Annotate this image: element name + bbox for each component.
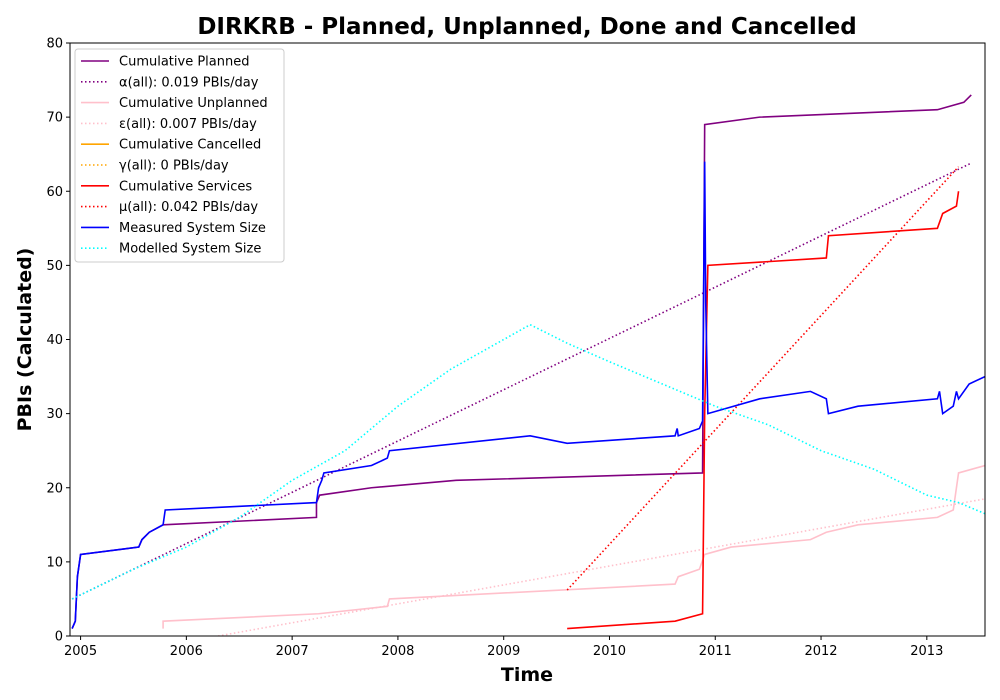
legend-label: Cumulative Unplanned (119, 96, 268, 111)
y-tick-label: 80 (46, 37, 63, 52)
legend-label: Cumulative Services (119, 179, 252, 194)
y-tick-label: 70 (46, 111, 63, 126)
legend-label: γ(all): 0 PBIs/day (119, 159, 229, 174)
x-tick-label: 2010 (593, 644, 626, 659)
x-tick-label: 2012 (804, 644, 837, 659)
legend-box (74, 48, 285, 263)
ticks-layer: 2005 2006 2007 2008 2009 2010 2011 2012 2013 0 10 2… (46, 37, 943, 660)
series-line-measured-system-size (71, 161, 985, 629)
series-line-cumulative-unplanned (162, 464, 985, 629)
legend-label: Cumulative Cancelled (119, 138, 261, 153)
legend-label: ε(all): 0.007 PBIs/day (119, 117, 257, 132)
y-tick-label: 30 (46, 407, 63, 422)
x-tick-label: 2009 (487, 644, 520, 659)
series-line-all-0-042-pbis-day (566, 166, 960, 591)
x-tick-label: 2007 (276, 644, 309, 659)
y-tick-label: 40 (46, 333, 63, 348)
series-line-cumulative-services (567, 191, 960, 630)
y-tick-label: 60 (46, 185, 63, 200)
y-axis-label: PBIs (Calculated) (14, 248, 36, 432)
series-layer (71, 94, 985, 636)
y-tick-label: 10 (46, 555, 63, 570)
x-tick-label: 2013 (910, 644, 943, 659)
y-tick-label: 50 (46, 259, 63, 274)
x-tick-label: 2011 (699, 644, 732, 659)
x-tick-label: 2005 (64, 644, 97, 659)
y-tick-label: 0 (55, 630, 63, 645)
legend: Cumulative Planned α(all): 0.019 PBIs/day… (74, 48, 285, 263)
chart-title: DIRKRB - Planned, Unplanned, Done and Ca… (197, 14, 856, 40)
x-axis-label: Time (501, 664, 553, 686)
legend-label: Measured System Size (119, 221, 266, 236)
y-tick-label: 20 (46, 481, 63, 496)
x-tick-label: 2006 (170, 644, 203, 659)
legend-label: Cumulative Planned (119, 55, 249, 70)
legend-label: Modelled System Size (119, 242, 261, 257)
legend-label: μ(all): 0.042 PBIs/day (119, 200, 258, 215)
series-line-all-0-007-pbis-day (217, 498, 985, 636)
legend-label: α(all): 0.019 PBIs/day (119, 75, 259, 90)
x-tick-label: 2008 (381, 644, 414, 659)
series-line-all-0-019-pbis-day (71, 162, 972, 600)
series-line-modelled-system-size (71, 323, 985, 600)
